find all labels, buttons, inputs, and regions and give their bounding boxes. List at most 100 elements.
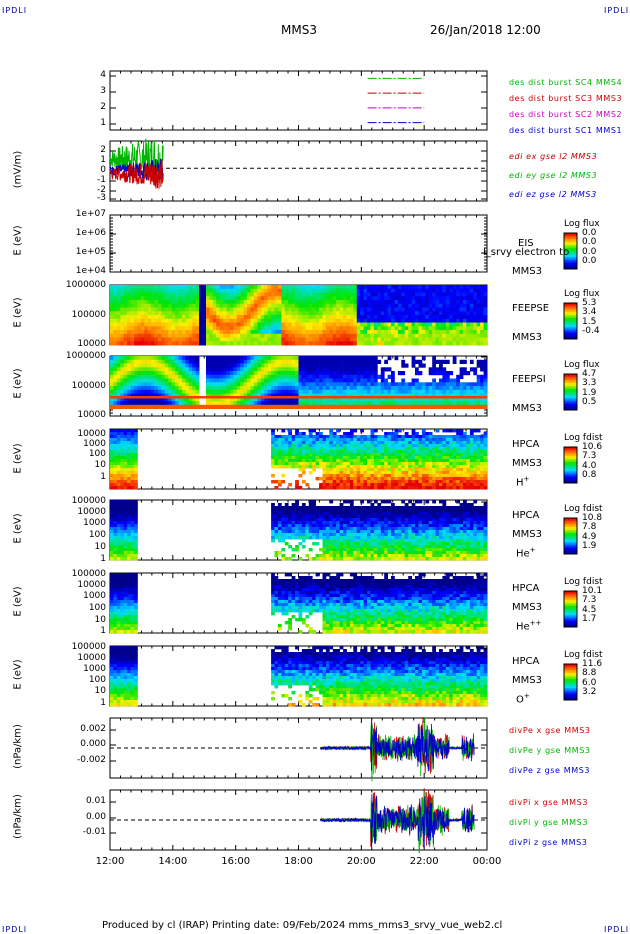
spectrogram-cell xyxy=(123,311,128,316)
spectrogram-cell xyxy=(415,378,419,383)
spectrogram-cell xyxy=(223,341,227,346)
spectrogram-cell xyxy=(144,382,149,387)
spectrogram-cell xyxy=(401,404,406,409)
spectrogram-cell xyxy=(199,333,203,338)
spectrogram-cell xyxy=(339,341,344,346)
spectrogram-cell xyxy=(452,296,457,301)
spectrogram-cell xyxy=(301,341,306,346)
spectrogram-cell xyxy=(140,386,145,391)
spectrogram-cell xyxy=(233,363,238,368)
spectrogram-cell xyxy=(415,285,419,290)
spectrogram-cell xyxy=(277,459,282,463)
spectrogram-cell xyxy=(243,307,248,312)
spectrogram-cell xyxy=(380,397,385,402)
spectrogram-cell xyxy=(250,389,255,394)
spectrogram-cell xyxy=(298,386,303,391)
spectrogram-cell xyxy=(346,326,351,331)
spectrogram-cell xyxy=(185,330,190,335)
spectrogram-cell xyxy=(151,322,155,327)
spectrogram-cell xyxy=(319,333,323,338)
spectrogram-cell xyxy=(257,389,262,394)
spectrogram-cell xyxy=(130,471,135,475)
spectrogram-cell xyxy=(212,393,217,398)
spectrogram-cell xyxy=(185,326,190,331)
spectrogram-cell xyxy=(291,356,296,361)
spectrogram-cell xyxy=(483,367,488,372)
spectrogram-cell xyxy=(260,292,265,297)
spectrogram-cell xyxy=(271,453,275,457)
spectrogram-cell xyxy=(421,303,426,308)
spectrogram-cell xyxy=(250,288,255,293)
spectrogram-cell xyxy=(353,453,358,457)
spectrogram-cell xyxy=(415,322,419,327)
spectrogram-cell xyxy=(295,483,299,487)
spectrogram-cell xyxy=(367,389,371,394)
spectrogram-cell xyxy=(329,359,334,364)
spectrogram-cell xyxy=(432,326,436,331)
spectrogram-cell xyxy=(425,292,430,297)
spectrogram-cell xyxy=(329,311,334,316)
spectrogram-cell xyxy=(373,315,378,320)
spectrogram-cell xyxy=(418,326,423,331)
spectrogram-cell xyxy=(264,285,268,290)
spectrogram-cell xyxy=(233,292,238,297)
spectrogram-cell xyxy=(120,474,125,478)
spectrogram-cell xyxy=(370,374,375,379)
spectrogram-cell xyxy=(230,359,234,364)
spectrogram-cell xyxy=(151,356,155,361)
spectrogram-cell xyxy=(312,322,316,327)
spectrogram-cell xyxy=(301,296,306,301)
spectrogram-cell xyxy=(147,322,152,327)
spectrogram-cell xyxy=(175,389,179,394)
spectrogram-cell xyxy=(140,374,145,379)
spectrogram-cell xyxy=(171,285,176,290)
spectrogram-cell xyxy=(373,318,378,323)
colorbar-cell xyxy=(564,312,577,314)
spectrogram-cell xyxy=(432,285,436,290)
spectrogram-cell xyxy=(123,459,128,463)
spectrogram-cell xyxy=(277,483,282,487)
spectrogram-cell xyxy=(140,341,145,346)
spectrogram-cell xyxy=(110,450,114,454)
spectrogram-cell xyxy=(332,322,337,327)
spectrogram-cell xyxy=(418,303,423,308)
spectrogram-cell xyxy=(274,438,279,442)
spectrogram-cell xyxy=(260,326,265,331)
colorbar-cell xyxy=(564,239,577,241)
spectrogram-cell xyxy=(336,296,340,301)
spectrogram-cell xyxy=(264,292,268,297)
spectrogram-cell xyxy=(397,288,402,293)
spectrogram-cell xyxy=(274,356,279,361)
spectrogram-cell xyxy=(182,285,186,290)
spectrogram-cell xyxy=(243,318,248,323)
spectrogram-cell xyxy=(298,333,303,338)
spectrogram-cell xyxy=(134,307,138,312)
spectrogram-cell xyxy=(394,401,399,406)
spectrogram-cell xyxy=(483,363,488,368)
spectrogram-cell xyxy=(240,356,244,361)
spectrogram-cell xyxy=(295,285,299,290)
spectrogram-cell xyxy=(120,459,125,463)
spectrogram-cell xyxy=(116,471,121,475)
spectrogram-cell xyxy=(202,303,207,308)
spectrogram-cell xyxy=(188,356,193,361)
spectrogram-cell xyxy=(380,318,385,323)
spectrogram-cell xyxy=(219,337,224,342)
spectrogram-cell xyxy=(110,341,114,346)
spectrogram-cell xyxy=(332,474,337,478)
spectrogram-cell xyxy=(346,471,351,475)
spectrogram-cell xyxy=(442,307,447,312)
spectrogram-cell xyxy=(120,471,125,475)
spectrogram-cell xyxy=(367,382,371,387)
spectrogram-cell xyxy=(147,285,152,290)
spectrogram-cell xyxy=(332,450,337,454)
spectrogram-cell xyxy=(260,389,265,394)
spectrogram-cell xyxy=(322,397,327,402)
spectrogram-cell xyxy=(116,330,121,335)
spectrogram-cell xyxy=(343,382,347,387)
spectrogram-cell xyxy=(308,326,313,331)
spectrogram-cell xyxy=(113,378,118,383)
spectrogram-cell xyxy=(432,371,436,376)
spectrogram-cell xyxy=(469,389,474,394)
spectrogram-cell xyxy=(264,356,268,361)
